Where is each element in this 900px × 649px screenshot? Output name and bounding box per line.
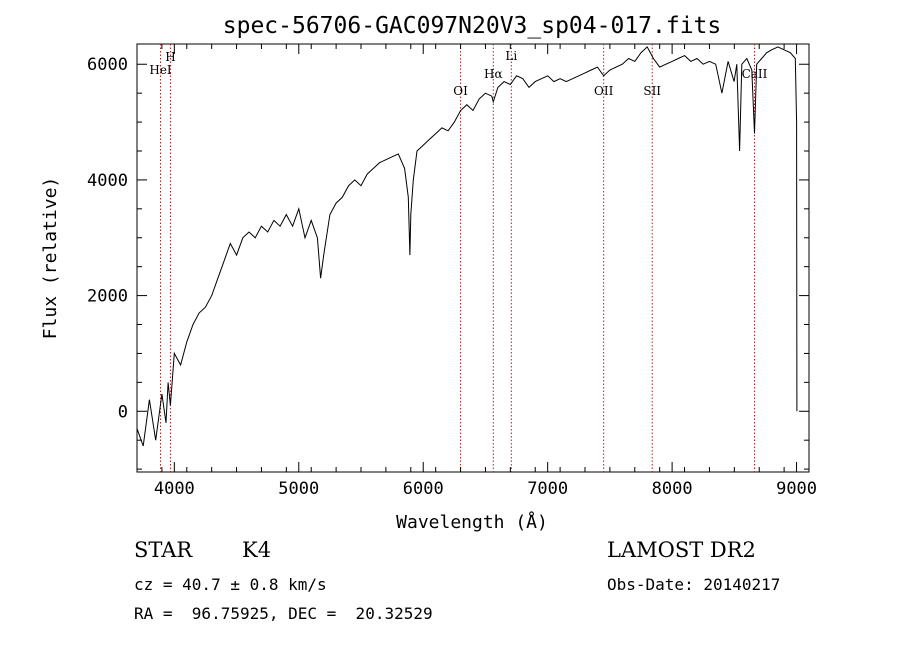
y-tick-label: 0 <box>118 402 128 422</box>
line-marker-label: OI <box>453 84 468 98</box>
line-marker-label: Hα <box>484 67 503 81</box>
observation-date: Obs-Date: 20140217 <box>607 575 781 594</box>
chart-title: spec-56706-GAC097N20V3_sp04-017.fits <box>223 13 722 39</box>
line-marker-label: SII <box>643 84 661 98</box>
line-marker-label: HeI <box>149 63 172 77</box>
line-marker-label: Li <box>505 49 517 63</box>
x-axis-label: Wavelength (Å) <box>396 511 548 533</box>
flux-series-line <box>136 46 798 447</box>
x-tick-label: 9000 <box>776 479 817 499</box>
x-tick-label: 8000 <box>652 479 693 499</box>
y-tick-label: 4000 <box>87 171 128 191</box>
axis-ticks: 4000 5000 6000 7000 8000 9000 0 2000 4000 6000 <box>87 44 817 499</box>
x-tick-label: 7000 <box>527 479 568 499</box>
sky-coordinates: RA = 96.75925, DEC = 20.32529 <box>134 604 433 623</box>
line-marker-label: OII <box>594 84 614 98</box>
redshift-velocity: cz = 40.7 ± 0.8 km/s <box>134 575 327 594</box>
survey-release: LAMOST DR2 <box>607 538 756 562</box>
y-axis-label: Flux (relative) <box>40 177 61 340</box>
x-tick-label: 6000 <box>403 479 444 499</box>
x-tick-label: 4000 <box>154 479 195 499</box>
y-tick-label: 2000 <box>87 287 128 307</box>
object-class: STAR <box>134 538 193 562</box>
spectral-subclass: K4 <box>242 538 272 562</box>
line-marker-label: CaII <box>742 67 768 81</box>
y-tick-label: 6000 <box>87 55 128 75</box>
line-marker-label: H <box>165 50 175 64</box>
x-tick-label: 5000 <box>278 479 319 499</box>
plot-frame <box>136 43 810 473</box>
